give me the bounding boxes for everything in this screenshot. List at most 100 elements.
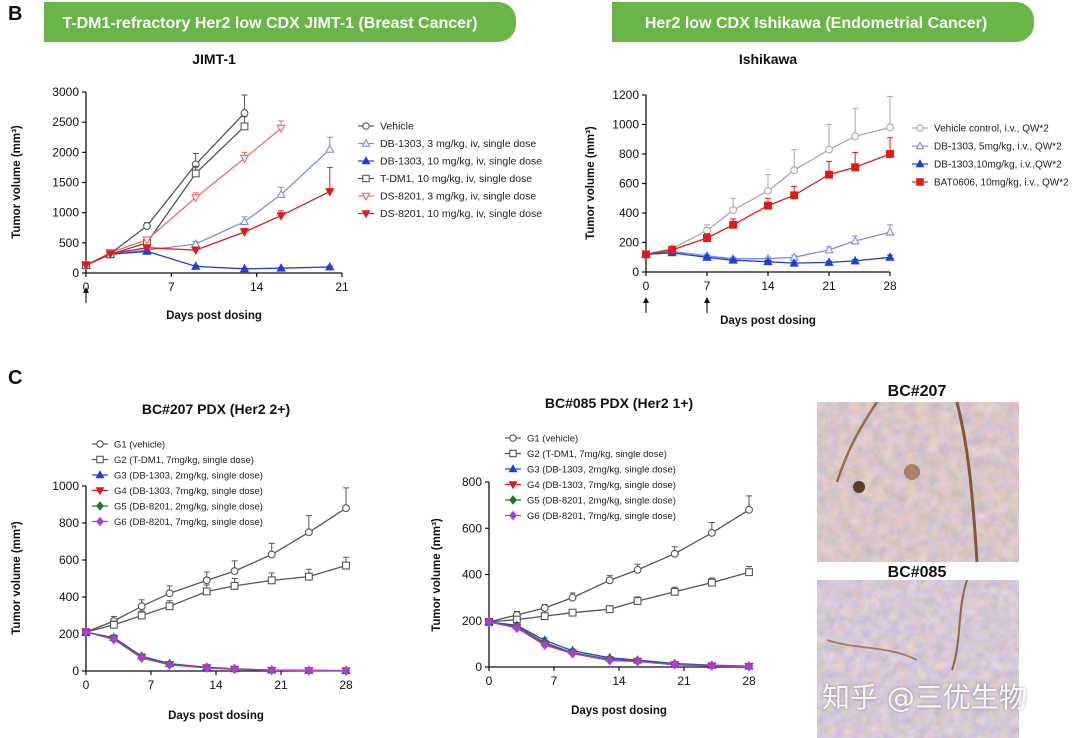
- ihc-label-bc085: BC#085: [888, 564, 947, 581]
- data-point: [484, 616, 494, 627]
- y-tick-label: 2500: [52, 115, 79, 129]
- data-point: [764, 201, 772, 210]
- y-tick-label: 1500: [52, 176, 79, 190]
- data-point: [276, 263, 286, 272]
- ihc-stain-line-1: [955, 402, 979, 562]
- data-point: [341, 665, 351, 676]
- data-point: [702, 252, 712, 261]
- data-point: [707, 660, 716, 671]
- data-point: [707, 578, 716, 587]
- legend-swatch-marker: [95, 487, 105, 496]
- y-tick-label: 3000: [52, 85, 79, 99]
- ihc-image-bc207: [817, 402, 1019, 562]
- legend-entry-label: G6 (DB-8201, 7mg/kg, single dose): [114, 517, 263, 528]
- x-tick-label: 14: [761, 279, 775, 293]
- data-point: [605, 605, 614, 614]
- y-tick-label: 400: [462, 568, 482, 582]
- data-point: [143, 221, 151, 230]
- chart-title: JIMT-1: [192, 51, 236, 67]
- series-line: [85, 631, 347, 672]
- series-line: [85, 631, 347, 672]
- x-tick-label: 21: [677, 674, 691, 688]
- y-tick-label: 1200: [612, 88, 639, 102]
- data-point: [267, 576, 276, 585]
- series-line: [85, 250, 330, 270]
- x-tick-label: 7: [704, 279, 711, 293]
- data-point: [325, 261, 335, 271]
- legend-entry-label: T-DM1, 10 mg/kg, iv, single dose: [380, 173, 532, 185]
- y-tick-label: 800: [462, 475, 482, 489]
- y-tick-label: 200: [59, 627, 79, 641]
- y-axis-label: Tumor volume (mm³): [431, 518, 443, 632]
- series-line: [85, 125, 245, 266]
- x-tick-label: 21: [274, 678, 288, 692]
- data-point: [304, 572, 313, 581]
- data-point: [109, 620, 118, 629]
- x-tick-label: 28: [883, 279, 897, 293]
- legend-swatch-marker: [916, 178, 924, 186]
- x-tick-label: 14: [612, 674, 626, 688]
- data-point: [745, 568, 753, 577]
- data-point: [764, 186, 772, 195]
- panel-letter-c: C: [8, 367, 22, 389]
- data-point: [239, 263, 250, 273]
- x-tick-label: 14: [250, 280, 264, 294]
- ihc-image-bc085: [817, 580, 1019, 738]
- ihc-stain-spot-2: [904, 464, 920, 480]
- data-point: [142, 236, 152, 245]
- data-point: [633, 597, 642, 606]
- legend-entry-label: G3 (DB-1303, 2mg/kg, single dose): [527, 465, 676, 476]
- legend-swatch-marker: [96, 455, 104, 464]
- legend-entry-label: G1 (vehicle): [114, 440, 165, 451]
- legend-entry-label: DB-1303, 10 mg/kg, iv, single dose: [380, 156, 542, 168]
- x-tick-label: 0: [486, 674, 493, 688]
- x-tick-label: 0: [83, 678, 90, 692]
- data-point: [202, 576, 211, 585]
- data-point: [540, 612, 549, 621]
- data-point: [165, 589, 174, 598]
- data-point: [276, 212, 286, 221]
- data-point: [707, 528, 716, 537]
- y-tick-label: 0: [475, 660, 482, 674]
- legend: G1 (vehicle) G2 (T-DM1, 7mg/kg, single do…: [505, 434, 676, 522]
- ihc-texture-bc207: [817, 402, 1019, 562]
- x-tick-label: 7: [148, 678, 155, 692]
- data-point: [142, 244, 152, 253]
- data-point: [304, 528, 313, 537]
- data-point: [642, 250, 650, 259]
- data-point: [202, 587, 211, 596]
- data-point: [703, 226, 711, 235]
- banner-jimt-text: T-DM1-refractory Her2 low CDX JIMT-1 (Br…: [62, 15, 477, 32]
- data-point: [668, 245, 677, 254]
- data-point: [824, 257, 834, 266]
- data-point: [568, 608, 577, 617]
- legend-swatch-marker: [509, 495, 517, 505]
- data-point: [191, 194, 201, 203]
- legend-swatch-marker: [96, 516, 104, 527]
- y-tick-label: 500: [59, 236, 79, 250]
- legend-swatch-marker: [509, 449, 517, 458]
- legend-entry-label: Vehicle: [380, 121, 414, 133]
- y-tick-label: 1000: [52, 206, 79, 220]
- legend-swatch-marker: [509, 434, 517, 442]
- dosing-arrow-head: [704, 297, 710, 303]
- legend-entry-label: DS-8201, 3 mg/kg, iv, single dose: [380, 191, 536, 203]
- legend-swatch-marker: [361, 138, 371, 147]
- chart-jimt: JIMT-1 0 500 1000 1500 2000 2500 3000 0 7 14 21 Days…: [11, 51, 542, 322]
- data-point: [191, 261, 201, 270]
- series-5: [81, 120, 286, 271]
- legend-entry-label: G1 (vehicle): [527, 434, 578, 445]
- y-tick-label: 1000: [52, 479, 79, 493]
- x-tick-label: 7: [168, 280, 175, 294]
- data-point: [239, 216, 250, 226]
- dosing-arrow-head: [643, 297, 649, 303]
- legend-swatch-marker: [95, 470, 105, 479]
- data-point: [276, 124, 286, 134]
- watermark: 知乎 @三优生物: [822, 681, 1027, 714]
- data-point: [824, 244, 834, 254]
- y-tick-label: 1000: [612, 118, 639, 132]
- series-4: [82, 116, 249, 270]
- data-point: [240, 109, 249, 118]
- ihc-label-bc207: BC#207: [888, 383, 947, 400]
- legend-entry-label: G2 (T-DM1, 7mg/kg, single dose): [527, 449, 667, 460]
